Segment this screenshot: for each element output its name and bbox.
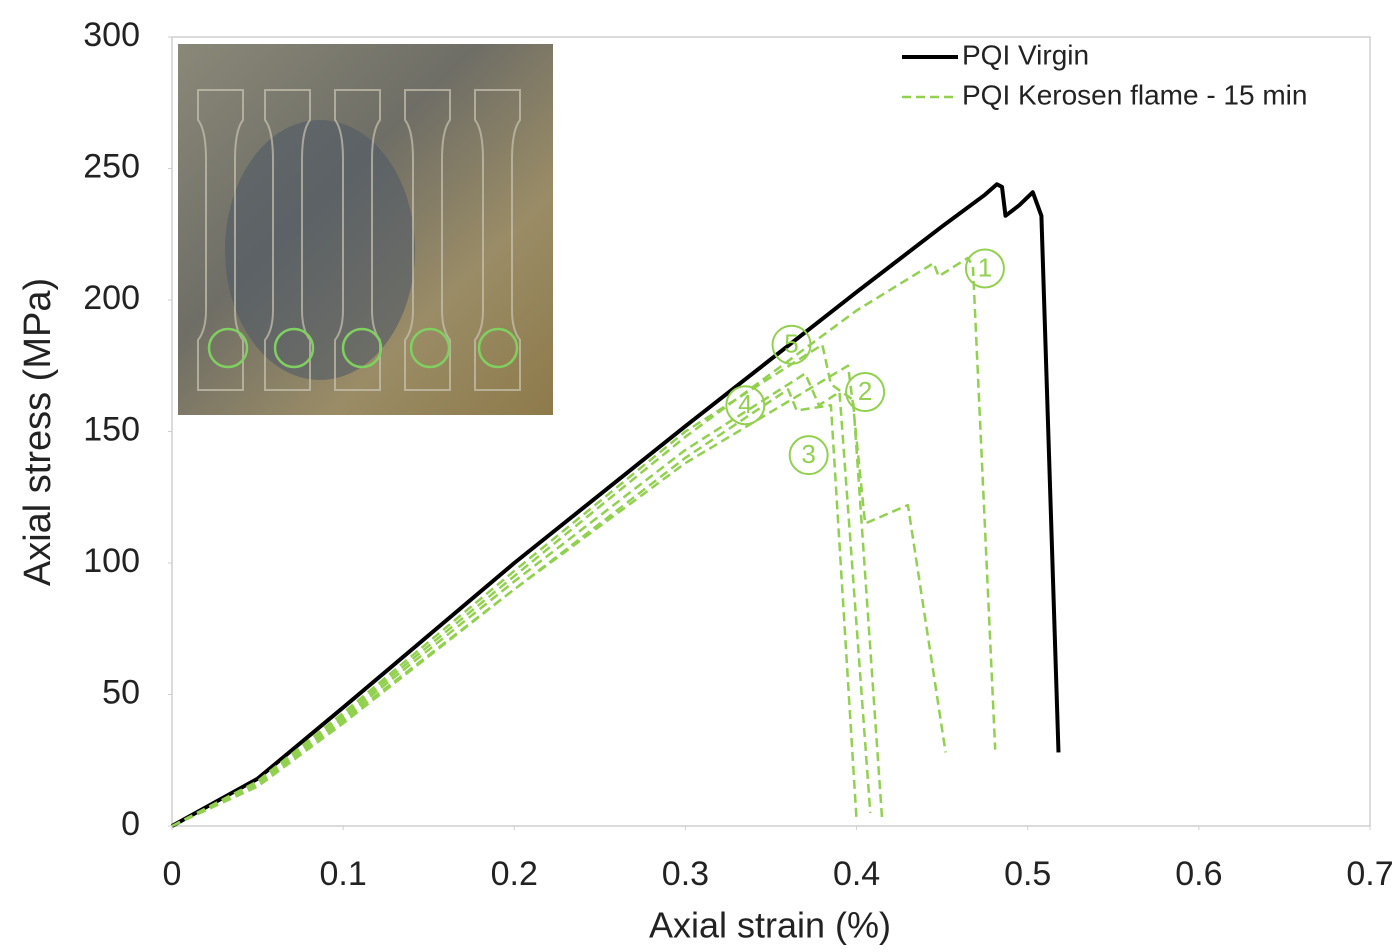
annotation-circle <box>845 372 886 413</box>
y-tick-label: 150 <box>83 410 140 448</box>
x-tick-label: 0.2 <box>491 855 538 893</box>
annotation-circle <box>788 435 829 476</box>
annotation-circle <box>964 248 1005 289</box>
annotation: 4 <box>738 389 752 419</box>
legend-label: PQI Virgin <box>962 39 1089 70</box>
x-tick-label: 0.6 <box>1175 855 1222 893</box>
y-tick-label: 250 <box>83 147 140 185</box>
series-line <box>171 182 1061 828</box>
y-tick-label: 50 <box>102 673 140 711</box>
series-line <box>171 256 997 828</box>
x-tick-label: 0.5 <box>1004 855 1051 893</box>
x-tick-label: 0.4 <box>833 855 880 893</box>
annotation: 3 <box>801 439 815 469</box>
y-tick-label: 200 <box>83 279 140 317</box>
y-axis-title: Axial stress (MPa) <box>17 278 59 586</box>
y-tick-label: 0 <box>121 805 140 843</box>
x-tick-label: 0.1 <box>320 855 367 893</box>
annotation-circle <box>725 385 766 426</box>
annotation-circle <box>771 324 812 365</box>
y-tick-label: 300 <box>83 16 140 54</box>
x-axis-title: Axial strain (%) <box>649 905 891 946</box>
annotation: 1 <box>978 252 992 282</box>
annotation: 5 <box>784 329 798 359</box>
x-tick-label: 0.3 <box>662 855 709 893</box>
annotation: 2 <box>858 376 872 406</box>
legend-label: PQI Kerosen flame - 15 min <box>962 79 1307 110</box>
x-tick-label: 0.7 <box>1346 855 1393 893</box>
y-tick-label: 100 <box>83 542 140 580</box>
inset-photo <box>178 44 553 415</box>
x-tick-label: 0 <box>163 855 182 893</box>
